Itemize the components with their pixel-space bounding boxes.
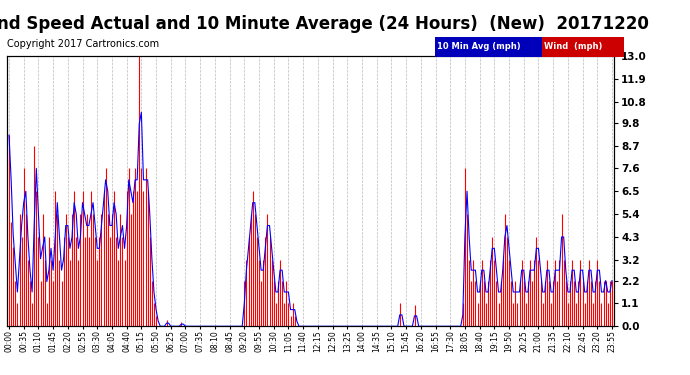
Text: Wind Speed Actual and 10 Minute Average (24 Hours)  (New)  20171220: Wind Speed Actual and 10 Minute Average … — [0, 15, 649, 33]
Text: Copyright 2017 Cartronics.com: Copyright 2017 Cartronics.com — [7, 39, 159, 49]
Text: 10 Min Avg (mph): 10 Min Avg (mph) — [437, 42, 520, 51]
Text: Wind  (mph): Wind (mph) — [544, 42, 602, 51]
